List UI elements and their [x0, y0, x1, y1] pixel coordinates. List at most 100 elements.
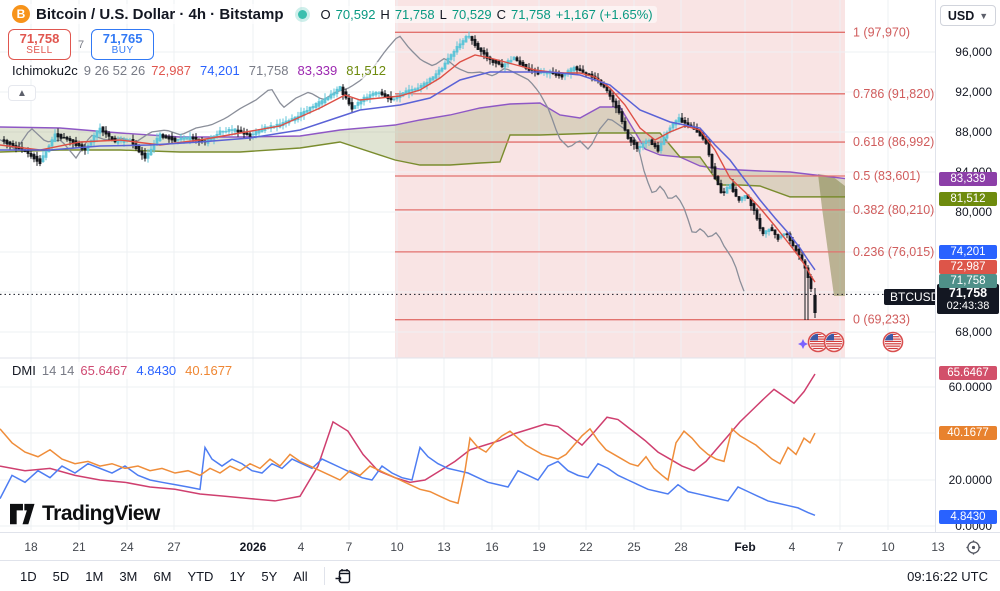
indicator-value-badge: 81,512 — [939, 192, 997, 206]
exchange-clock[interactable]: 09:16:22 UTC — [907, 568, 988, 584]
current-price-value: 71,758 — [948, 286, 988, 300]
range-button-all[interactable]: All — [293, 568, 308, 584]
current-price-badge: 71,758 02:43:38 — [937, 284, 999, 315]
time-tick-label: 22 — [579, 540, 593, 554]
symbol-title[interactable]: Bitcoin / U.S. Dollar · 4h · Bitstamp — [36, 5, 284, 23]
dmi-params: 14 14 — [41, 363, 75, 378]
range-button-3m[interactable]: 3M — [119, 568, 138, 584]
time-tick-label: 7 — [836, 540, 844, 554]
dmi-value: 65.6467 — [80, 363, 128, 378]
time-tick-label: 25 — [627, 540, 641, 554]
bottom-toolbar: 1D 5D 1M 3M 6M YTD 1Y 5Y All 09:16:22 UTC — [0, 560, 1000, 591]
buy-label: BUY — [111, 45, 134, 57]
range-button-1m[interactable]: 1M — [85, 568, 104, 584]
time-tick-label: 4 — [297, 540, 305, 554]
bar-countdown: 02:43:38 — [946, 300, 990, 313]
range-button-1y[interactable]: 1Y — [229, 568, 246, 584]
high-label: H — [380, 6, 390, 22]
price-tick-label: 20.0000 — [948, 473, 992, 487]
economic-event-flag-icon[interactable] — [823, 331, 845, 353]
time-tick-label: 18 — [24, 540, 38, 554]
fib-level-label: 0.786 (91,820) — [853, 87, 934, 101]
fib-level-label: 0.618 (86,992) — [853, 135, 934, 149]
collapse-pane-button[interactable]: ▲ — [8, 85, 36, 101]
time-tick-label: 10 — [881, 540, 895, 554]
symbol-legend: B Bitcoin / U.S. Dollar · 4h · Bitstamp … — [8, 4, 657, 24]
range-button-5d[interactable]: 5D — [52, 568, 70, 584]
spread-value: 7 — [78, 38, 85, 51]
low-label: L — [439, 6, 447, 22]
time-tick-label: 28 — [674, 540, 688, 554]
close-value: 71,758 — [510, 6, 551, 22]
time-tick-label: 27 — [167, 540, 181, 554]
indicator-value-badge: 4.8430 — [939, 510, 997, 524]
dmi-value: 4.8430 — [136, 363, 177, 378]
ichimoku-value: 81,512 — [346, 63, 387, 78]
time-tick-label: 13 — [931, 540, 945, 554]
time-tick-label: 4 — [788, 540, 796, 554]
ichimoku-legend[interactable]: Ichimoku2c 9 26 52 26 72,987 74,201 71,758… — [8, 62, 391, 79]
sell-button[interactable]: 71,758 SELL — [8, 29, 71, 60]
ichimoku-value: 71,758 — [248, 63, 289, 78]
chevron-down-icon: ▼ — [979, 10, 989, 21]
price-chart-canvas[interactable]: 1 (97,970) 0.786 (91,820) 0.618 (86,992) 0.… — [0, 0, 935, 532]
sell-price: 71,758 — [19, 31, 60, 47]
range-button-ytd[interactable]: YTD — [187, 568, 214, 584]
tradingview-watermark[interactable]: TradingView — [10, 502, 160, 526]
ichimoku-name: Ichimoku2c — [12, 63, 78, 78]
range-button-5y[interactable]: 5Y — [261, 568, 278, 584]
open-value: 70,592 — [335, 6, 376, 22]
order-panel: 71,758 SELL 7 71,765 BUY — [8, 29, 155, 60]
time-tick-label: 24 — [120, 540, 134, 554]
ichimoku-value: 74,201 — [199, 63, 240, 78]
time-tick-label: 10 — [390, 540, 404, 554]
range-button-6m[interactable]: 6M — [153, 568, 172, 584]
low-value: 70,529 — [451, 6, 492, 22]
time-tick-label: 7 — [345, 540, 353, 554]
high-value: 71,758 — [394, 6, 435, 22]
sell-label: SELL — [26, 45, 53, 57]
fib-level-label: 0 (69,233) — [853, 313, 910, 327]
indicator-value-badge: 71,758 — [939, 274, 997, 288]
indicator-value-badge: 65.6467 — [939, 366, 997, 380]
price-scale[interactable]: USD ▼ 71,758 02:43:38 96,000 92,000 88,000… — [935, 0, 1000, 560]
watermark-text: TradingView — [42, 502, 160, 525]
price-line-symbol-chip: BTCUSD — [884, 289, 946, 305]
price-tick-label: 68,000 — [955, 325, 992, 339]
ichimoku-params: 9 26 52 26 — [83, 63, 146, 78]
price-tick-label: 88,000 — [955, 125, 992, 139]
ichimoku-value: 72,987 — [151, 63, 191, 78]
go-to-date-button[interactable] — [335, 568, 352, 585]
buy-button[interactable]: 71,765 BUY — [91, 29, 155, 60]
indicator-value-badge: 83,339 — [939, 172, 997, 186]
market-status-icon — [297, 9, 307, 19]
bitcoin-logo-icon: B — [12, 5, 30, 23]
indicator-value-badge: 74,201 — [939, 245, 997, 259]
indicator-value-badge: 72,987 — [939, 260, 997, 274]
currency-dropdown[interactable]: USD ▼ — [940, 5, 996, 26]
calendar-arrow-icon — [335, 568, 350, 583]
dmi-legend[interactable]: DMI 14 14 65.6467 4.8430 40.1677 — [8, 362, 237, 379]
chevron-up-icon: ▲ — [17, 87, 27, 99]
fib-level-label: 0.236 (76,015) — [853, 245, 934, 259]
price-tick-label: 80,000 — [955, 205, 992, 219]
fib-level-label: 0.5 (83,601) — [853, 169, 920, 183]
fib-level-label: 1 (97,970) — [853, 25, 910, 39]
indicator-value-badge: 40.1677 — [939, 426, 997, 440]
economic-event-flag-icon[interactable] — [882, 331, 904, 353]
time-tick-label: 16 — [485, 540, 499, 554]
axis-settings-gear-icon[interactable] — [962, 536, 984, 558]
time-tick-label: 13 — [437, 540, 451, 554]
time-tick-label: Feb — [734, 540, 756, 554]
ichimoku-value: 83,339 — [297, 63, 338, 78]
time-axis[interactable]: 18 21 24 27 2026 4 7 10 13 16 19 22 25 28 Feb 4 7 10 13 — [0, 532, 1000, 560]
currency-label: USD — [947, 8, 975, 23]
dmi-name: DMI — [12, 363, 36, 378]
price-tick-label: 96,000 — [955, 45, 992, 59]
buy-price: 71,765 — [102, 31, 143, 47]
toolbar-divider — [323, 567, 325, 585]
range-button-1d[interactable]: 1D — [20, 568, 37, 584]
economic-event-flag-icon[interactable] — [807, 331, 829, 353]
open-label: O — [320, 6, 331, 22]
